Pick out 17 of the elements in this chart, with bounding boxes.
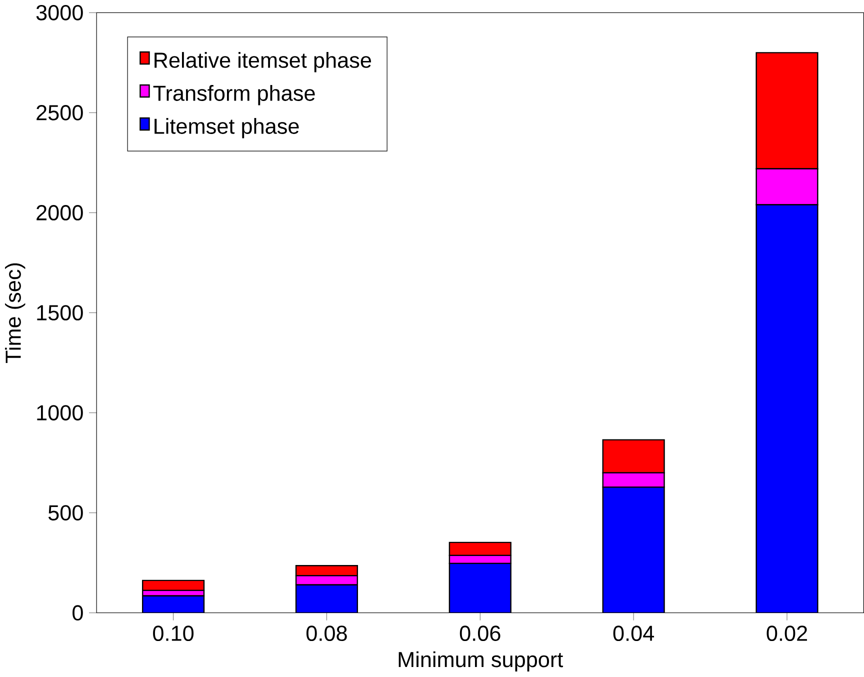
- x-axis-title: Minimum support: [398, 652, 564, 672]
- legend-label: Litemset phase: [154, 118, 299, 138]
- y-tick-label: 2500: [36, 105, 83, 121]
- legend-label: Relative itemset phase: [154, 52, 372, 72]
- x-tick-label: 0.02: [766, 626, 807, 642]
- legend-label: Transform phase: [153, 85, 315, 106]
- y-tick-label: 3000: [36, 5, 83, 21]
- y-tick-label: 1000: [37, 405, 83, 421]
- y-tick-label: 1500: [37, 305, 83, 321]
- y-tick-label: 500: [48, 505, 83, 521]
- x-tick-label: 0.06: [460, 626, 500, 642]
- y-tick-label: 2000: [36, 205, 83, 221]
- y-axis-title: Time (sec): [5, 264, 26, 364]
- x-tick-label: 0.10: [153, 626, 194, 642]
- x-tick-label: 0.08: [306, 626, 347, 642]
- x-tick-label: 0.04: [613, 626, 654, 642]
- y-tick-label: 0: [72, 605, 83, 621]
